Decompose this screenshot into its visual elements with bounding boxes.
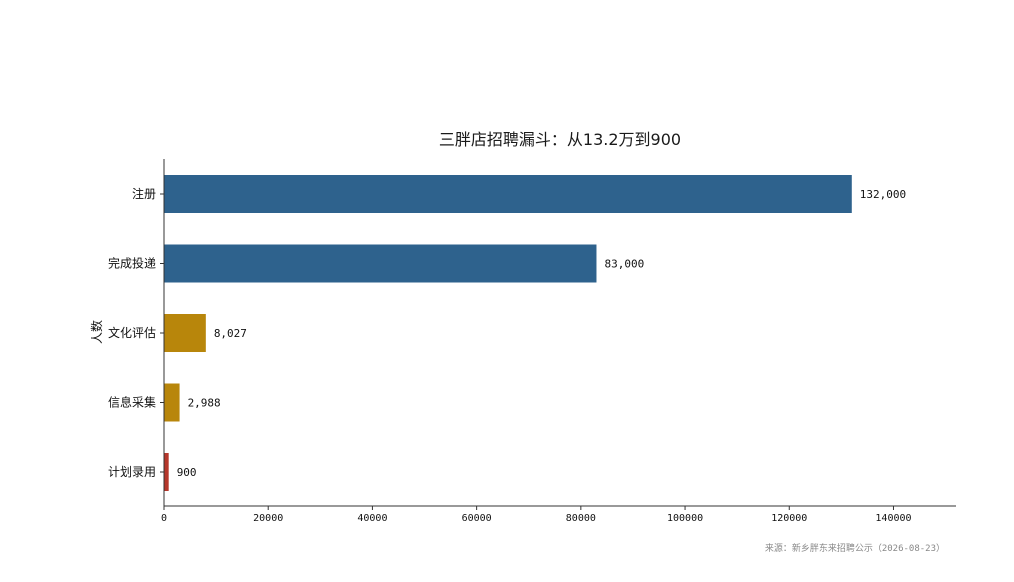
category-label: 信息采集	[108, 395, 156, 410]
data-label: 900	[177, 466, 197, 479]
category-label: 文化评估	[108, 325, 156, 340]
y-axis-label: 人数	[89, 320, 104, 344]
x-tick-label: 0	[161, 513, 167, 524]
x-axis-ticks: 0 20000 40000 60000 80000 100000 120000 140000	[161, 506, 912, 524]
x-tick-label: 140000	[875, 513, 911, 524]
data-label: 132,000	[860, 188, 906, 201]
x-tick-label: 20000	[253, 513, 283, 524]
category-label: 注册	[132, 186, 156, 201]
bar-1	[164, 244, 597, 283]
category-label: 完成投递	[108, 256, 156, 271]
data-labels: 132,000 83,000 8,027 2,988 900	[177, 188, 906, 479]
x-tick-label: 40000	[357, 513, 387, 524]
data-label: 83,000	[604, 258, 644, 271]
bar-group	[164, 175, 852, 491]
data-label: 8,027	[214, 327, 247, 340]
data-label: 2,988	[188, 397, 221, 410]
bar-2	[164, 314, 206, 352]
x-tick-label: 120000	[771, 513, 807, 524]
category-label: 计划录用	[108, 465, 156, 479]
x-tick-label: 60000	[462, 513, 492, 524]
bar-3	[164, 383, 180, 422]
x-tick-label: 80000	[566, 513, 596, 524]
x-tick-label: 100000	[667, 513, 703, 524]
bar-4	[164, 453, 169, 491]
source-note: 来源：新乡胖东来招聘公示（2026-08-23）	[765, 542, 945, 554]
chart-title: 三胖店招聘漏斗：从13.2万到900	[439, 130, 681, 149]
bar-0	[164, 175, 852, 213]
